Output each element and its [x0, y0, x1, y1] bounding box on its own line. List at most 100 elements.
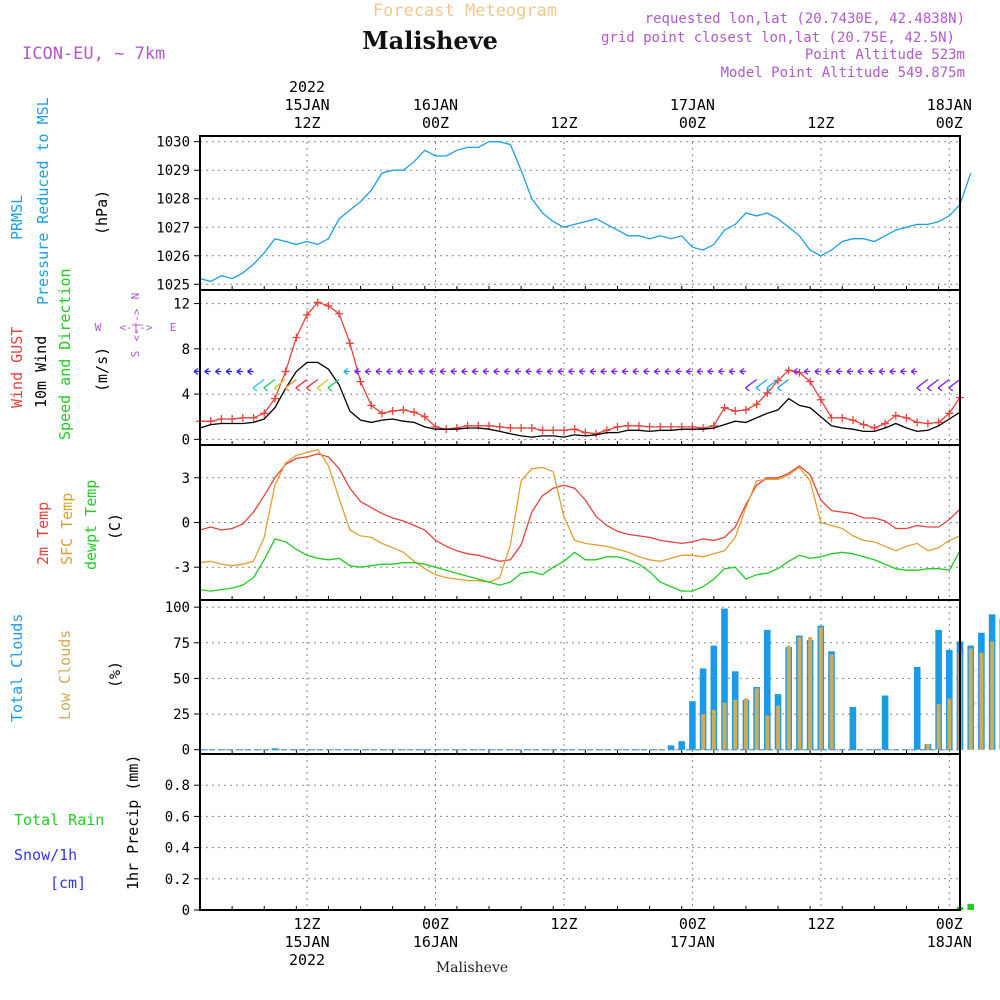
wind-arrowhead — [835, 367, 841, 375]
y-tick-label: 12 — [173, 297, 190, 313]
gust-marker — [634, 421, 643, 430]
y-tick-label: 0.8 — [165, 778, 190, 794]
wind-arrowhead — [803, 367, 809, 375]
gust-marker — [891, 411, 900, 420]
rain-label: Total Rain — [14, 811, 104, 829]
total_clouds-bar — [913, 667, 921, 750]
y-tick-label: 8 — [182, 342, 190, 358]
pressure-panel-labels: PRMSL Pressure Reduced to MSL (hPa) — [8, 97, 111, 305]
gust-marker — [260, 409, 269, 418]
gust-marker — [303, 310, 312, 319]
wind-arrowhead — [718, 367, 723, 375]
gust-marker — [720, 403, 729, 412]
gust-marker — [506, 424, 515, 433]
total_clouds-bar — [667, 745, 675, 750]
wind-arrowhead — [461, 367, 466, 375]
temp2m-label: 2m Temp — [34, 502, 52, 565]
wind-arrowhead — [215, 367, 220, 375]
y-tick-label: 1028 — [156, 192, 190, 208]
gust-line — [200, 301, 961, 435]
y-tick-label: 50 — [173, 671, 190, 687]
wind-arrowhead — [557, 367, 563, 375]
gust-marker — [763, 388, 772, 397]
wind-arrowhead — [857, 367, 863, 375]
gust-marker — [870, 424, 879, 433]
low_clouds-bar — [786, 645, 791, 750]
pressure-line — [199, 141, 972, 283]
precip-frame — [199, 753, 961, 911]
wind-arrowhead — [846, 367, 852, 375]
wind-arrowhead — [739, 367, 745, 375]
x-tick-label-top: 00Z — [422, 114, 449, 132]
wind-arrowhead — [386, 367, 392, 375]
wind-arrowhead — [600, 367, 606, 375]
total-clouds-label: Total Clouds — [8, 614, 26, 722]
wind-arrowhead — [916, 384, 922, 392]
total_clouds-bar — [881, 695, 889, 750]
gust-marker — [613, 422, 622, 431]
total_clouds-bar — [849, 706, 857, 750]
x-tick-label-bottom: 12Z — [293, 915, 320, 933]
gust-marker — [699, 424, 708, 433]
requested-coords: requested lon,lat (20.7430E, 42.4838N) — [645, 11, 965, 27]
y-tick-label: 0 — [182, 516, 190, 532]
wind-arrowhead — [632, 367, 638, 375]
gust-marker — [741, 405, 750, 414]
gust-marker — [495, 422, 504, 431]
low_clouds-bar — [776, 705, 780, 750]
gust-marker — [206, 417, 215, 426]
wind-panel-labels: Wind GUST 10m Wind Speed and Direction (… — [8, 268, 176, 440]
gust-marker — [420, 412, 429, 421]
y-tick-label: 0.2 — [165, 872, 190, 888]
low_clouds-bar — [754, 688, 759, 750]
wind-arrowhead — [375, 367, 381, 375]
pressure-label-1: PRMSL — [8, 195, 26, 240]
wind-arrowhead — [546, 367, 552, 375]
y-tick-label: 0 — [182, 903, 190, 919]
gust-marker — [913, 418, 922, 427]
x-tick-label-bottom: 12Z — [550, 915, 577, 933]
gust-marker — [945, 409, 954, 418]
model-altitude: Model Point Altitude 549.875m — [721, 65, 965, 81]
gust-marker — [549, 426, 558, 435]
gust-marker — [367, 401, 376, 410]
gust-marker — [666, 422, 675, 431]
gust-marker — [452, 424, 461, 433]
wind-arrowhead — [578, 367, 584, 375]
x-tick-label-top: 12Z — [550, 114, 577, 132]
gust-marker — [645, 422, 654, 431]
wind-arrowhead — [236, 367, 242, 375]
temp2m-line — [199, 453, 961, 562]
wind-arrowhead — [364, 367, 370, 375]
low_clouds-bar — [701, 714, 706, 750]
low_clouds-bar — [829, 654, 834, 750]
clouds-panel-labels: Total Clouds Low Clouds (%) — [8, 614, 124, 722]
x-tick-label-bottom: 00Z — [679, 915, 706, 933]
dewpt-label: dewpt Temp — [82, 480, 100, 570]
gust-marker — [335, 309, 344, 318]
gust-marker — [752, 400, 761, 409]
wind-arrowhead — [793, 367, 798, 375]
wind-arrowhead — [493, 367, 499, 375]
wind-arrowhead — [263, 384, 269, 392]
wind-arrowhead — [926, 384, 932, 392]
compass-rose: N S W E <-|-> <-|-> — [95, 293, 177, 358]
wind-arrowhead — [825, 367, 830, 375]
wind-arrowhead — [755, 384, 761, 392]
sfc-temp-label: SFC Temp — [58, 493, 76, 565]
y-tick-label: -3 — [173, 560, 190, 576]
pressure-plot: 1025 1026 1027 1028 1029 1030 — [156, 135, 972, 293]
wind-arrowhead — [252, 384, 258, 392]
y-tick-label: 0 — [182, 432, 190, 448]
low_clouds-bar — [968, 648, 973, 750]
low_clouds-bar — [733, 699, 738, 750]
y-tick-label: 0 — [182, 743, 190, 759]
gust-marker — [324, 301, 333, 310]
gust-marker — [249, 413, 258, 422]
low_clouds-bar — [947, 698, 952, 750]
compass-cross-h: <-|-> — [119, 321, 152, 334]
low_clouds-bar — [979, 652, 984, 750]
y-tick-label: 1030 — [156, 135, 190, 151]
gust-marker — [731, 407, 740, 416]
